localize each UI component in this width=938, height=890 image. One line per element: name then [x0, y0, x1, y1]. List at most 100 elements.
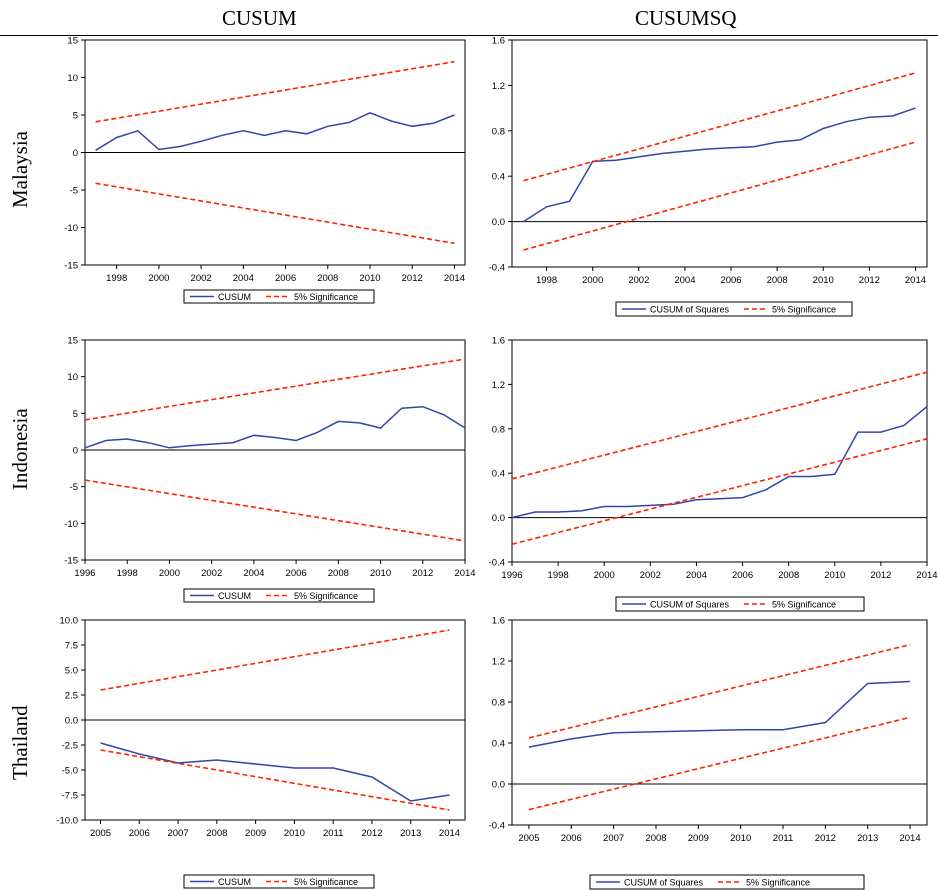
x-tick-label: 1998: [117, 568, 138, 579]
x-tick-label: 2014: [916, 570, 937, 581]
x-tick-label: 2002: [628, 275, 649, 286]
y-tick-label: 0.8: [492, 126, 505, 137]
series-line: [84, 405, 466, 449]
x-tick-label: 2006: [129, 828, 150, 839]
x-tick-label: 2006: [732, 570, 753, 581]
y-tick-label: 15: [67, 336, 78, 347]
x-tick-label: 2004: [243, 568, 264, 579]
y-tick-label: 2.5: [65, 691, 78, 702]
x-tick-label: 1996: [501, 570, 522, 581]
y-tick-label: 15: [67, 36, 78, 47]
y-tick-label: 1.2: [492, 81, 505, 92]
y-tick-label: 1.2: [492, 657, 505, 668]
y-tick-label: -7.5: [62, 791, 78, 802]
x-tick-label: 2008: [767, 275, 788, 286]
x-tick-label: 2010: [359, 273, 380, 284]
significance-bound-line: [95, 60, 455, 123]
y-tick-label: 0.4: [492, 172, 505, 183]
series-line: [511, 406, 928, 519]
y-tick-label: 0.0: [492, 513, 505, 524]
significance-bound-line: [100, 629, 450, 691]
x-tick-label: 2012: [870, 570, 891, 581]
y-tick-label: 0: [73, 446, 78, 457]
x-tick-label: 2012: [815, 833, 836, 844]
x-tick-label: 2002: [201, 568, 222, 579]
x-tick-label: 2010: [730, 833, 751, 844]
y-tick-label: 10.0: [60, 616, 79, 627]
legend-label-series: CUSUM: [218, 591, 251, 601]
x-tick-label: 2000: [582, 275, 603, 286]
x-tick-label: 2009: [245, 828, 266, 839]
x-tick-label: 2010: [824, 570, 845, 581]
x-tick-label: 2013: [857, 833, 878, 844]
y-tick-label: 5.0: [65, 666, 78, 677]
legend-label-series: CUSUM of Squares: [650, 600, 730, 610]
y-tick-label: 0: [73, 148, 78, 159]
x-tick-label: 2008: [778, 570, 799, 581]
y-tick-label: 1.2: [492, 380, 505, 391]
x-tick-label: 2010: [370, 568, 391, 579]
significance-bound-line: [528, 716, 911, 811]
plot-frame: [511, 339, 928, 563]
y-tick-label: -10.0: [56, 816, 78, 827]
legend-box: [615, 301, 853, 317]
x-tick-label: 2011: [773, 833, 793, 844]
x-tick-label: 2009: [688, 833, 709, 844]
legend-label-significance: 5% Significance: [294, 591, 358, 601]
x-tick-label: 1998: [548, 570, 569, 581]
y-tick-label: -0.4: [489, 558, 505, 569]
significance-bound-line: [84, 358, 466, 421]
y-tick-label: 0.8: [492, 698, 505, 709]
x-tick-label: 2004: [233, 273, 254, 284]
y-tick-label: -5: [70, 482, 78, 493]
y-tick-label: -2.5: [62, 741, 78, 752]
x-tick-label: 2006: [720, 275, 741, 286]
x-tick-label: 2006: [275, 273, 296, 284]
y-tick-label: -0.4: [489, 821, 505, 832]
y-tick-label: -5: [70, 186, 78, 197]
significance-bound-line: [100, 749, 450, 811]
y-tick-label: 7.5: [65, 641, 78, 652]
x-tick-label: 2006: [561, 833, 582, 844]
legend-box: [615, 596, 865, 612]
x-tick-label: 2014: [899, 833, 920, 844]
legend-label-series: CUSUM of Squares: [624, 878, 704, 888]
x-tick-label: 2012: [361, 828, 382, 839]
x-tick-label: 2011: [323, 828, 343, 839]
x-tick-label: 2005: [518, 833, 539, 844]
y-tick-label: 0.8: [492, 424, 505, 435]
legend-label-significance: 5% Significance: [746, 878, 810, 888]
y-tick-label: 0.0: [492, 217, 505, 228]
x-tick-label: 2000: [159, 568, 180, 579]
legend-label-significance: 5% Significance: [294, 292, 358, 302]
y-tick-label: -10: [64, 223, 78, 234]
legend-label-series: CUSUM: [218, 292, 251, 302]
legend-label-series: CUSUM: [218, 877, 251, 887]
x-tick-label: 2005: [90, 828, 111, 839]
plot-frame: [511, 39, 928, 268]
legend-label-significance: 5% Significance: [772, 600, 836, 610]
x-tick-label: 2007: [167, 828, 188, 839]
y-tick-label: -10: [64, 519, 78, 530]
series-line: [95, 111, 455, 151]
x-tick-label: 2010: [284, 828, 305, 839]
x-tick-label: 2014: [454, 568, 475, 579]
legend-label-significance: 5% Significance: [772, 305, 836, 315]
series-line: [528, 680, 911, 748]
series-line: [100, 742, 450, 802]
y-tick-label: 0.0: [65, 716, 78, 727]
significance-bound-line: [523, 141, 916, 251]
x-tick-label: 1998: [106, 273, 127, 284]
y-tick-label: 10: [67, 372, 78, 383]
y-tick-label: -15: [64, 261, 78, 272]
y-tick-label: 1.6: [492, 36, 505, 47]
x-tick-label: 2007: [603, 833, 624, 844]
x-tick-label: 2012: [402, 273, 423, 284]
significance-bound-line: [95, 182, 455, 245]
y-tick-label: 1.6: [492, 336, 505, 347]
x-tick-label: 2008: [645, 833, 666, 844]
x-tick-label: 2000: [148, 273, 169, 284]
